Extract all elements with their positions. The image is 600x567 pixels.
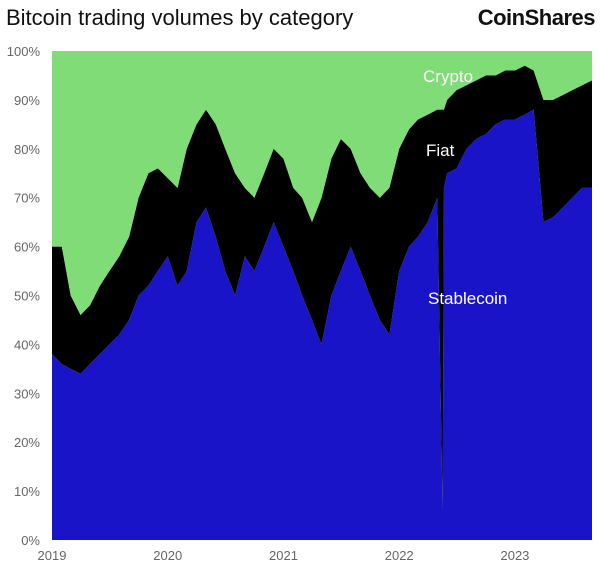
series-label-fiat: Fiat [426, 141, 455, 160]
x-tick-label: 2020 [153, 548, 182, 563]
y-tick-label: 30% [14, 386, 40, 401]
x-tick-label: 2022 [385, 548, 414, 563]
x-tick-label: 2019 [38, 548, 67, 563]
y-tick-label: 50% [14, 289, 40, 304]
y-tick-label: 0% [21, 533, 40, 548]
y-tick-label: 10% [14, 484, 40, 499]
y-tick-label: 100% [7, 44, 41, 59]
x-tick-label: 2021 [269, 548, 298, 563]
y-tick-label: 80% [14, 142, 40, 157]
area-fiat [52, 65, 592, 511]
y-tick-label: 60% [14, 240, 40, 255]
area-stablecoin [52, 109, 592, 541]
area-crypto [52, 51, 592, 316]
chart-title: Bitcoin trading volumes by category [6, 5, 354, 30]
y-tick-label: 20% [14, 435, 40, 450]
series-label-stablecoin: Stablecoin [428, 289, 507, 308]
series-label-crypto: Crypto [423, 67, 473, 86]
y-tick-label: 40% [14, 337, 40, 352]
coinshares-logo: CoinShares [477, 5, 596, 30]
x-tick-label: 2023 [500, 548, 529, 563]
y-tick-label: 70% [14, 191, 40, 206]
y-tick-label: 90% [14, 93, 40, 108]
